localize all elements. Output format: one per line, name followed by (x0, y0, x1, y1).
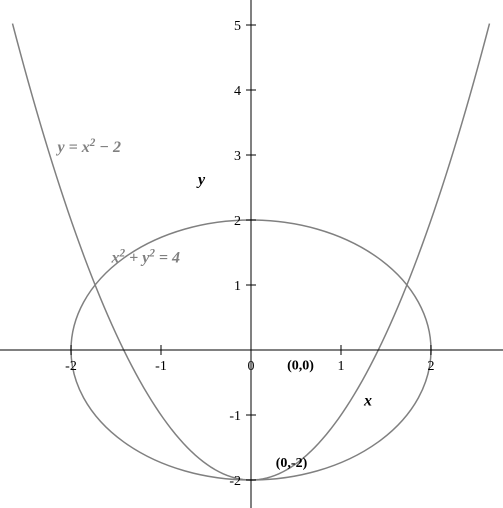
parabola-equation-label: y = x2 − 2 (56, 137, 122, 156)
y-tick-label: 2 (234, 214, 241, 229)
vertex-point-label: (0,-2) (276, 456, 308, 471)
y-tick-label: 5 (234, 19, 241, 34)
y-tick-label: 4 (234, 84, 241, 99)
y-axis-label: y (196, 171, 206, 188)
x-axis-label: x (363, 392, 372, 409)
y-tick-label: 3 (234, 149, 241, 164)
origin-point-label: (0,0) (287, 359, 314, 374)
x-tick-label: 0 (248, 359, 255, 374)
y-tick-label: 1 (234, 279, 241, 294)
math-plot-chart: -2-1012-2-112345xyy = x2 − 2x2 + y2 = 4(… (0, 0, 503, 508)
x-tick-label: -1 (155, 359, 167, 374)
x-tick-label: 1 (338, 359, 345, 374)
x-tick-label: -2 (65, 359, 77, 374)
y-tick-label: -2 (229, 474, 241, 489)
x-tick-label: 2 (428, 359, 435, 374)
y-tick-label: -1 (229, 409, 241, 424)
